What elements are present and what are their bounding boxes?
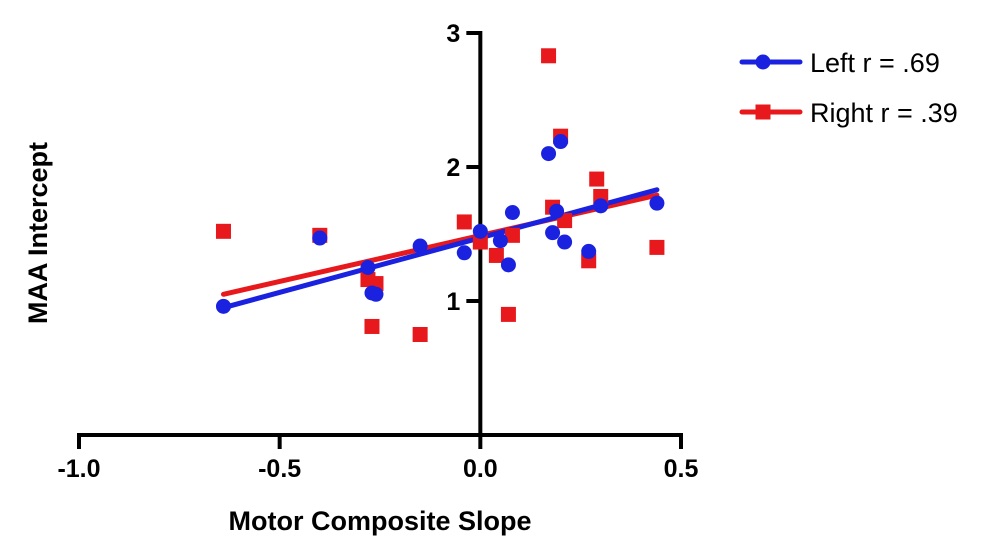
fit-lines [220, 187, 660, 311]
left-point [545, 225, 561, 241]
left-legend-marker [755, 54, 771, 70]
left-point [649, 195, 665, 211]
right-point [456, 214, 472, 230]
y-axis-title: MAA Intercept [23, 142, 53, 324]
left-point [557, 234, 573, 250]
left-point [368, 286, 384, 302]
y-tick-label: 3 [446, 20, 460, 48]
left-point [360, 260, 376, 275]
left-point [500, 257, 516, 273]
right-point [488, 247, 504, 263]
left-point [312, 230, 328, 246]
x-axis-title: Motor Composite Slope [229, 506, 532, 536]
left-point [504, 205, 520, 221]
left-point [549, 203, 565, 219]
left-point [541, 146, 557, 162]
legend: Left r = .69 Right r = .39 [739, 48, 958, 128]
x-tick-label: 0.0 [463, 455, 498, 483]
right-point [472, 234, 488, 250]
y-tick-label: 2 [446, 154, 460, 182]
right-point [412, 327, 428, 342]
data-points [215, 48, 665, 342]
right-legend-label: Right r = .39 [810, 98, 958, 128]
x-tick-label: -1.0 [57, 455, 100, 483]
left-point [581, 243, 597, 259]
left-point [593, 198, 609, 214]
x-tick-label: 0.5 [664, 455, 699, 483]
left-point [215, 298, 231, 314]
left-point [553, 134, 569, 150]
y-tick-label: 1 [446, 288, 460, 316]
axes: -1.0 -0.5 0.0 0.5 1 2 3 [57, 20, 698, 483]
right-point [589, 171, 605, 187]
right-point [504, 227, 520, 243]
left-legend-label: Left r = .69 [810, 48, 940, 78]
right-point [215, 223, 231, 239]
left-point [472, 223, 488, 239]
left-point [412, 238, 428, 254]
right-point [649, 239, 665, 255]
right-legend-marker [755, 104, 771, 120]
right-point [364, 318, 380, 334]
left-point [456, 245, 472, 261]
left-point [492, 233, 508, 249]
x-tick-label: -0.5 [258, 455, 301, 483]
left-fit-line [220, 187, 660, 311]
right-point [541, 48, 557, 64]
right-point [500, 306, 516, 322]
